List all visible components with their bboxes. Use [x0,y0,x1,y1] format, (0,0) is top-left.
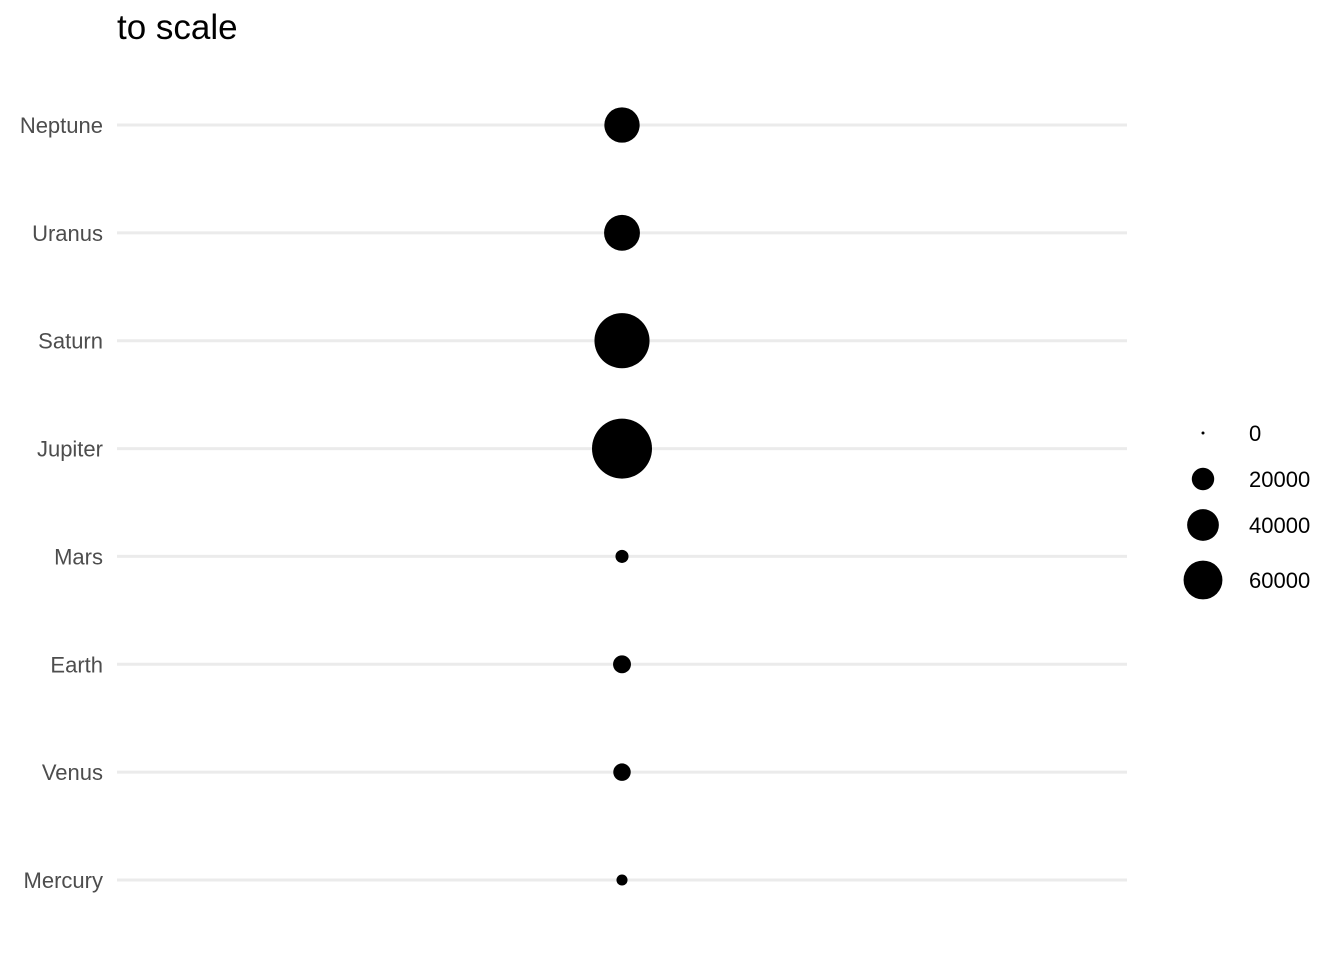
legend-label-0: 0 [1249,421,1261,446]
size-legend: 0 20000 40000 60000 [1183,421,1310,600]
legend-key-40000 [1187,509,1219,541]
point-earth [613,655,631,674]
point-venus [613,763,631,781]
y-tick-label-saturn: Saturn [38,329,103,354]
y-tick-label-neptune: Neptune [20,113,103,138]
legend-key-20000 [1191,467,1215,491]
legend-key-60000 [1183,560,1223,600]
y-tick-label-mars: Mars [54,544,103,569]
point-mercury [616,874,628,886]
point-saturn [594,313,650,369]
legend-label-20000: 20000 [1249,467,1310,492]
y-tick-label-venus: Venus [42,760,103,785]
y-tick-label-uranus: Uranus [32,221,103,246]
y-tick-label-earth: Earth [50,652,103,677]
y-tick-label-mercury: Mercury [24,868,103,893]
legend-key-0 [1201,431,1205,435]
point-uranus [604,214,640,251]
point-jupiter [592,418,652,479]
data-points [592,107,652,886]
legend-label-40000: 40000 [1249,513,1310,538]
point-mars [615,549,629,563]
y-axis-tick-labels: Mercury Venus Earth Mars Jupiter Saturn Uranus… [20,113,103,893]
chart-title: to scale [117,8,238,47]
point-neptune [604,107,640,143]
y-tick-label-jupiter: Jupiter [37,437,103,462]
legend-label-60000: 60000 [1249,568,1310,593]
